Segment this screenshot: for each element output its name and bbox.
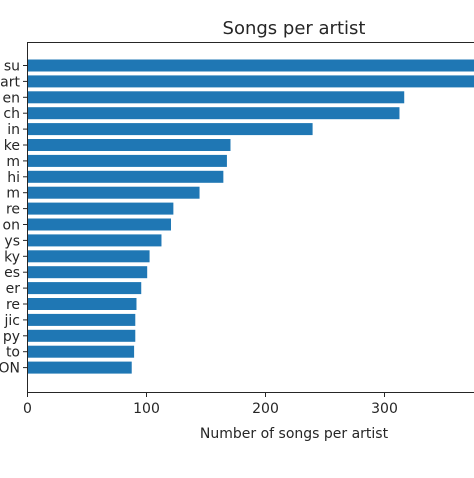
- x-axis-ticks: 0 100 200 300: [23, 392, 398, 417]
- category-label: m: [6, 186, 20, 202]
- chart-title: Songs per artist: [223, 18, 366, 39]
- category-label: re: [6, 202, 20, 218]
- category-label: er: [6, 281, 21, 297]
- category-label: ke: [4, 138, 20, 154]
- bar: [27, 123, 313, 136]
- x-axis-label: Number of songs per artist: [200, 426, 389, 442]
- bar: [27, 345, 135, 358]
- bar: [27, 361, 132, 374]
- bar: [27, 91, 405, 104]
- axes-frame: [27, 42, 474, 393]
- bar: [27, 282, 142, 295]
- bar: [27, 298, 137, 310]
- category-label: py: [3, 329, 20, 345]
- bar: [27, 250, 150, 263]
- bar: [27, 170, 224, 183]
- category-label: on: [3, 218, 20, 234]
- category-label: m: [6, 154, 20, 170]
- category-label: es: [4, 265, 20, 281]
- category-label: ON: [0, 361, 20, 377]
- x-tick-label: 300: [371, 401, 398, 417]
- category-label: ky: [4, 249, 20, 265]
- category-label: jic: [4, 313, 20, 329]
- bar: [27, 313, 136, 326]
- bar: [27, 139, 231, 151]
- category-label: ys: [4, 233, 20, 249]
- category-label: ch: [3, 106, 20, 122]
- bar: [27, 234, 162, 247]
- category-label: hi: [7, 170, 20, 186]
- category-label: re: [6, 297, 20, 313]
- x-tick-label: 200: [252, 401, 279, 417]
- bars-layer: [27, 59, 474, 374]
- bar: [27, 154, 227, 167]
- bar: [27, 266, 148, 279]
- x-tick-label: 100: [133, 401, 160, 417]
- bar: [27, 329, 136, 342]
- bar: [27, 107, 400, 120]
- x-tick-label: 0: [23, 401, 32, 417]
- bar: [27, 202, 174, 215]
- category-label: en: [3, 90, 21, 106]
- bar: [27, 186, 200, 199]
- bar: [27, 218, 171, 231]
- bar: [27, 75, 474, 88]
- bar: [27, 59, 474, 72]
- category-label: to: [6, 345, 20, 361]
- category-label: in: [7, 122, 20, 138]
- category-label: art: [0, 74, 20, 90]
- category-label: su: [4, 59, 20, 75]
